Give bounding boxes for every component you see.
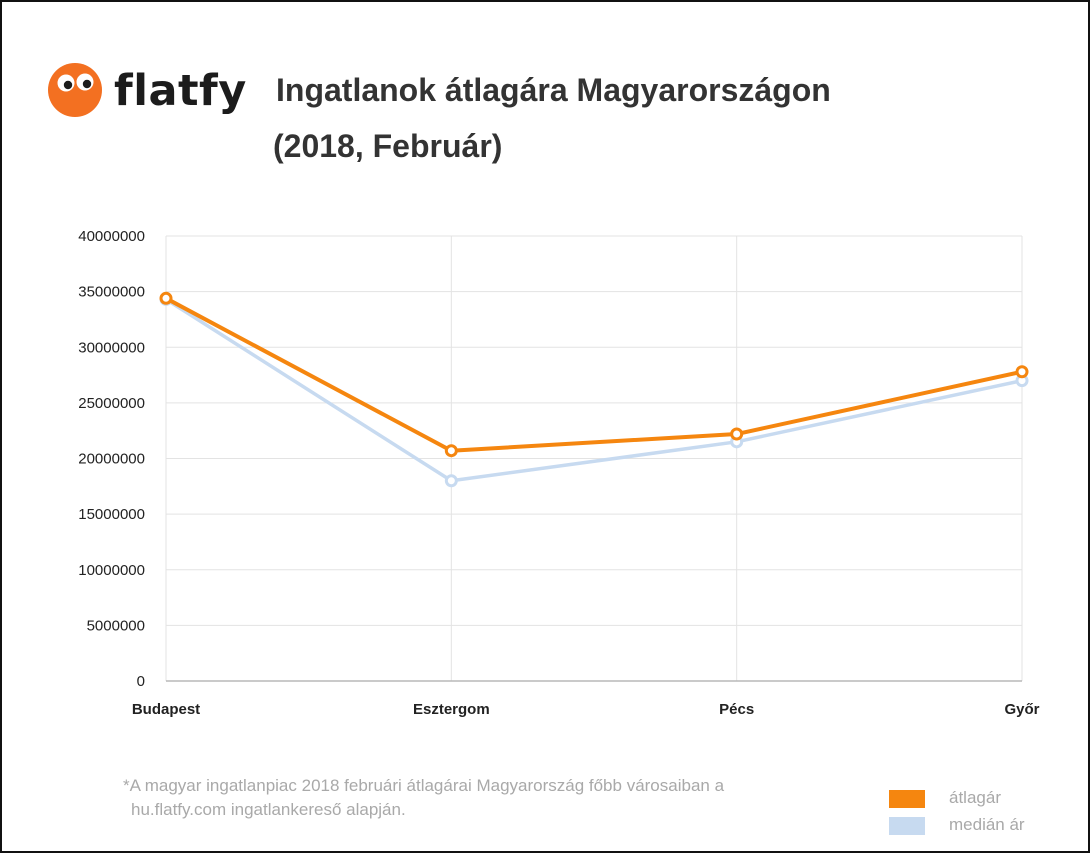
- y-tick-label: 30000000: [78, 339, 145, 356]
- footnote-line-2: hu.flatfy.com ingatlankereső alapján.: [131, 800, 406, 819]
- footnote-line-1: *A magyar ingatlanpiac 2018 februári átl…: [123, 776, 725, 795]
- y-tick-label: 0: [137, 673, 145, 690]
- data-point-atlagar: [730, 427, 744, 441]
- legend-swatch-atlagar: [889, 790, 925, 808]
- legend-label-atlagar: átlagár: [949, 788, 1001, 807]
- legend-label-median: medián ár: [949, 815, 1025, 834]
- brand-name: flatfy: [114, 66, 247, 116]
- chart-title: Ingatlanok átlagára Magyarországon: [276, 72, 831, 108]
- data-point-atlagar: [1015, 365, 1029, 379]
- y-tick-label: 5000000: [87, 617, 145, 634]
- y-tick-label: 15000000: [78, 506, 145, 523]
- y-tick-label: 10000000: [78, 562, 145, 579]
- x-tick-label: Pécs: [719, 701, 754, 718]
- series-line-median: [165, 297, 1023, 483]
- y-tick-label: 25000000: [78, 395, 145, 412]
- data-point-median: [444, 474, 458, 488]
- y-tick-label: 35000000: [78, 284, 145, 301]
- legend-swatch-median: [889, 817, 925, 835]
- x-tick-label: Esztergom: [413, 701, 490, 718]
- flatfy-logo-icon: [48, 63, 102, 117]
- data-point-atlagar: [159, 291, 173, 305]
- y-tick-label: 40000000: [78, 228, 145, 245]
- x-tick-label: Budapest: [132, 701, 200, 718]
- data-point-atlagar: [444, 444, 458, 458]
- y-tick-label: 20000000: [78, 451, 145, 468]
- x-tick-label: Győr: [1004, 701, 1039, 718]
- series-line-atlagar: [165, 296, 1023, 453]
- chart-subtitle: (2018, Február): [273, 128, 503, 164]
- footnote: *A magyar ingatlanpiac 2018 februári átl…: [123, 774, 724, 822]
